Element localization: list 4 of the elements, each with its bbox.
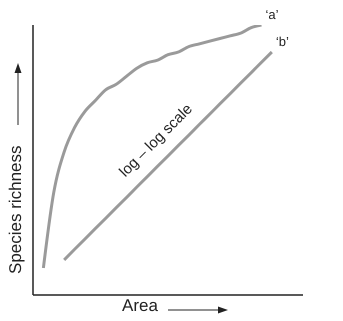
series-label: ‘a’ <box>265 7 279 22</box>
x-axis-title: Area <box>122 296 158 316</box>
series-label: ‘b’ <box>276 34 289 49</box>
y-axis-title: Species richness <box>6 145 26 274</box>
